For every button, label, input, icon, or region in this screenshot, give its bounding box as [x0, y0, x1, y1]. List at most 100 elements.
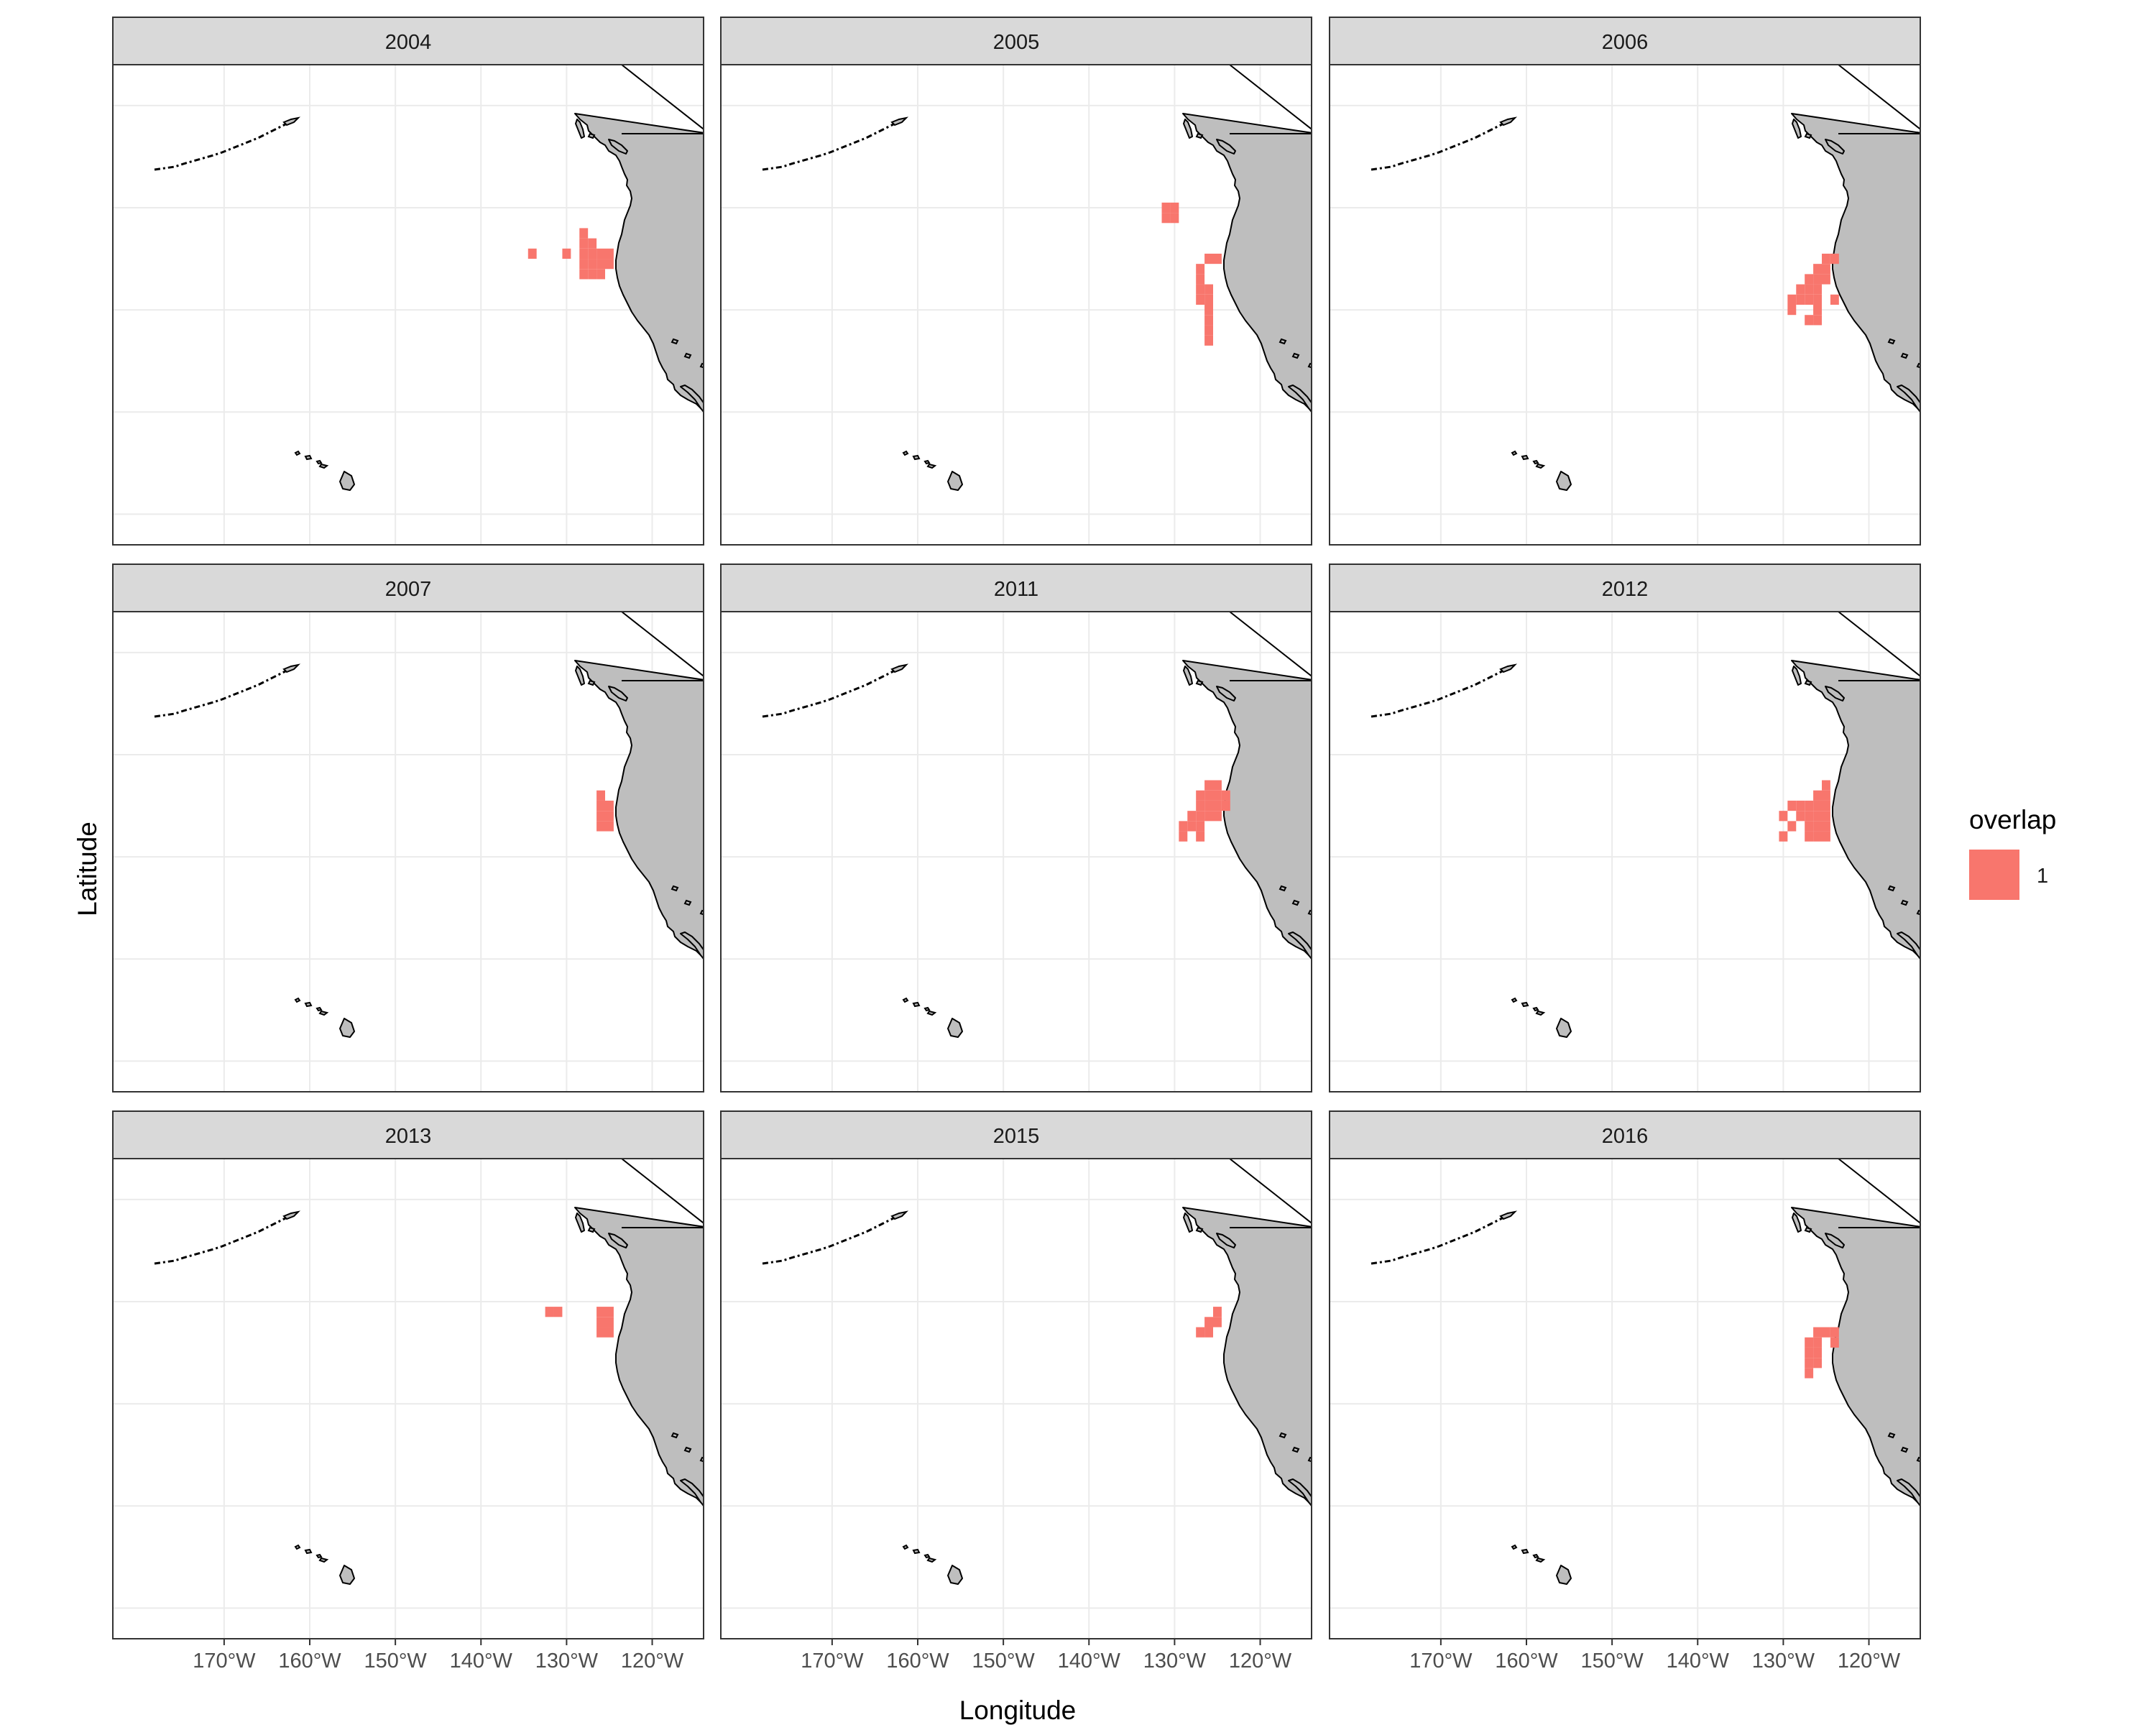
overlap-cell: [1213, 811, 1222, 822]
overlap-cell: [579, 228, 589, 239]
x-tick-label: 140°W: [1667, 1650, 1730, 1673]
facet-strip-label: 2006: [1602, 31, 1649, 54]
overlap-cell: [605, 248, 614, 259]
facet-strip: [1329, 564, 1921, 612]
overlap-cell: [1830, 294, 1839, 305]
overlap-cell: [1196, 800, 1205, 811]
overlap-cell: [1213, 253, 1222, 264]
overlap-cell: [596, 248, 605, 259]
overlap-cell: [1822, 800, 1830, 811]
x-tick-label: 160°W: [278, 1650, 341, 1673]
facet-panel-2006: 2006: [1329, 17, 1921, 546]
overlap-cell: [1204, 790, 1213, 801]
overlap-cell: [1813, 274, 1822, 285]
overlap-cell: [1822, 831, 1830, 842]
facet-panel-2007: 2007: [112, 564, 704, 1092]
facet-plot-area: 170°W 160°W 150°W 140°W 130°W 120°W: [112, 1158, 704, 1673]
x-tick-label: 170°W: [193, 1650, 256, 1673]
overlap-cell: [1822, 780, 1830, 791]
x-tick-label: 120°W: [621, 1650, 684, 1673]
overlap-cell: [1813, 264, 1822, 275]
overlap-cell: [1813, 305, 1822, 316]
facet-strip-label: 2007: [385, 578, 432, 601]
facet-plot-area: [112, 611, 704, 1092]
overlap-cell: [1822, 1327, 1830, 1338]
overlap-cell: [605, 1327, 614, 1338]
overlap-cell: [1204, 335, 1213, 346]
overlap-cell: [1221, 800, 1230, 811]
x-axis-title: Longitude: [959, 1696, 1077, 1725]
legend: overlap 1: [1969, 805, 2056, 900]
panel-border: [112, 64, 704, 546]
overlap-cell: [1204, 1317, 1213, 1328]
overlap-cell: [1170, 213, 1179, 224]
facet-plot-area: [1329, 611, 1921, 1092]
overlap-cell: [1179, 831, 1188, 842]
overlap-cell: [1813, 1337, 1822, 1348]
overlap-cell: [588, 248, 597, 259]
overlap-cell: [1204, 284, 1213, 295]
facet-strip: [112, 564, 704, 612]
overlap-cell: [1213, 800, 1222, 811]
facet-plot-area: [1329, 64, 1921, 546]
overlap-cell: [1213, 780, 1222, 791]
facet-panel-2011: 2011: [720, 564, 1312, 1092]
overlap-cell: [1204, 811, 1213, 822]
x-tick-label: 160°W: [1495, 1650, 1558, 1673]
x-tick-label: 140°W: [450, 1650, 513, 1673]
overlap-cell: [1204, 325, 1213, 336]
overlap-cell: [596, 790, 605, 801]
overlap-cell: [588, 238, 597, 249]
overlap-cell: [1196, 284, 1205, 295]
overlap-cell: [579, 248, 589, 259]
overlap-cell: [1221, 790, 1230, 801]
overlap-cell: [605, 800, 614, 811]
legend-title: overlap: [1969, 805, 2056, 834]
legend-label-1: 1: [2037, 865, 2048, 888]
overlap-cell: [596, 259, 605, 270]
overlap-cell: [605, 821, 614, 832]
x-tick-label: 150°W: [364, 1650, 427, 1673]
overlap-cell: [1813, 831, 1822, 842]
overlap-cell: [1787, 305, 1797, 316]
overlap-cell: [596, 800, 605, 811]
panel-border: [720, 611, 1312, 1092]
panel-border: [1329, 1158, 1921, 1639]
overlap-cell: [1813, 1347, 1822, 1358]
overlap-cell: [1822, 811, 1830, 822]
overlap-cell: [1805, 831, 1814, 842]
overlap-cell: [553, 1307, 563, 1317]
x-tick-label: 150°W: [1580, 1650, 1644, 1673]
facet-strip-label: 2016: [1602, 1125, 1649, 1148]
overlap-cell: [1196, 294, 1205, 305]
facet-panel-2012: 2012: [1329, 564, 1921, 1092]
overlap-cell: [1796, 811, 1805, 822]
x-tick-label: 170°W: [801, 1650, 864, 1673]
panel-border: [720, 64, 1312, 546]
facet-panel-2004: 2004: [112, 17, 704, 546]
overlap-cell: [1805, 811, 1814, 822]
overlap-cell: [1813, 1327, 1822, 1338]
overlap-cell: [1830, 253, 1839, 264]
overlap-cell: [1830, 1327, 1839, 1338]
facet-plot-area: [112, 64, 704, 546]
overlap-cell: [1805, 1358, 1814, 1368]
x-tick-label: 160°W: [886, 1650, 949, 1673]
facet-strip-label: 2015: [993, 1125, 1040, 1148]
overlap-cell: [1822, 274, 1830, 285]
overlap-cell: [605, 259, 614, 270]
panel-border: [1329, 64, 1921, 546]
overlap-cell: [1204, 294, 1213, 305]
overlap-cell: [1787, 294, 1797, 305]
overlap-cell: [1805, 274, 1814, 285]
overlap-cell: [1787, 800, 1797, 811]
x-tick-label: 150°W: [972, 1650, 1035, 1673]
panel-border: [720, 1158, 1312, 1639]
overlap-cell: [1805, 1347, 1814, 1358]
overlap-cell: [588, 259, 597, 270]
overlap-cell: [528, 248, 537, 259]
facet-strip-label: 2005: [993, 31, 1040, 54]
overlap-cell: [1796, 800, 1805, 811]
overlap-cell: [579, 238, 589, 249]
